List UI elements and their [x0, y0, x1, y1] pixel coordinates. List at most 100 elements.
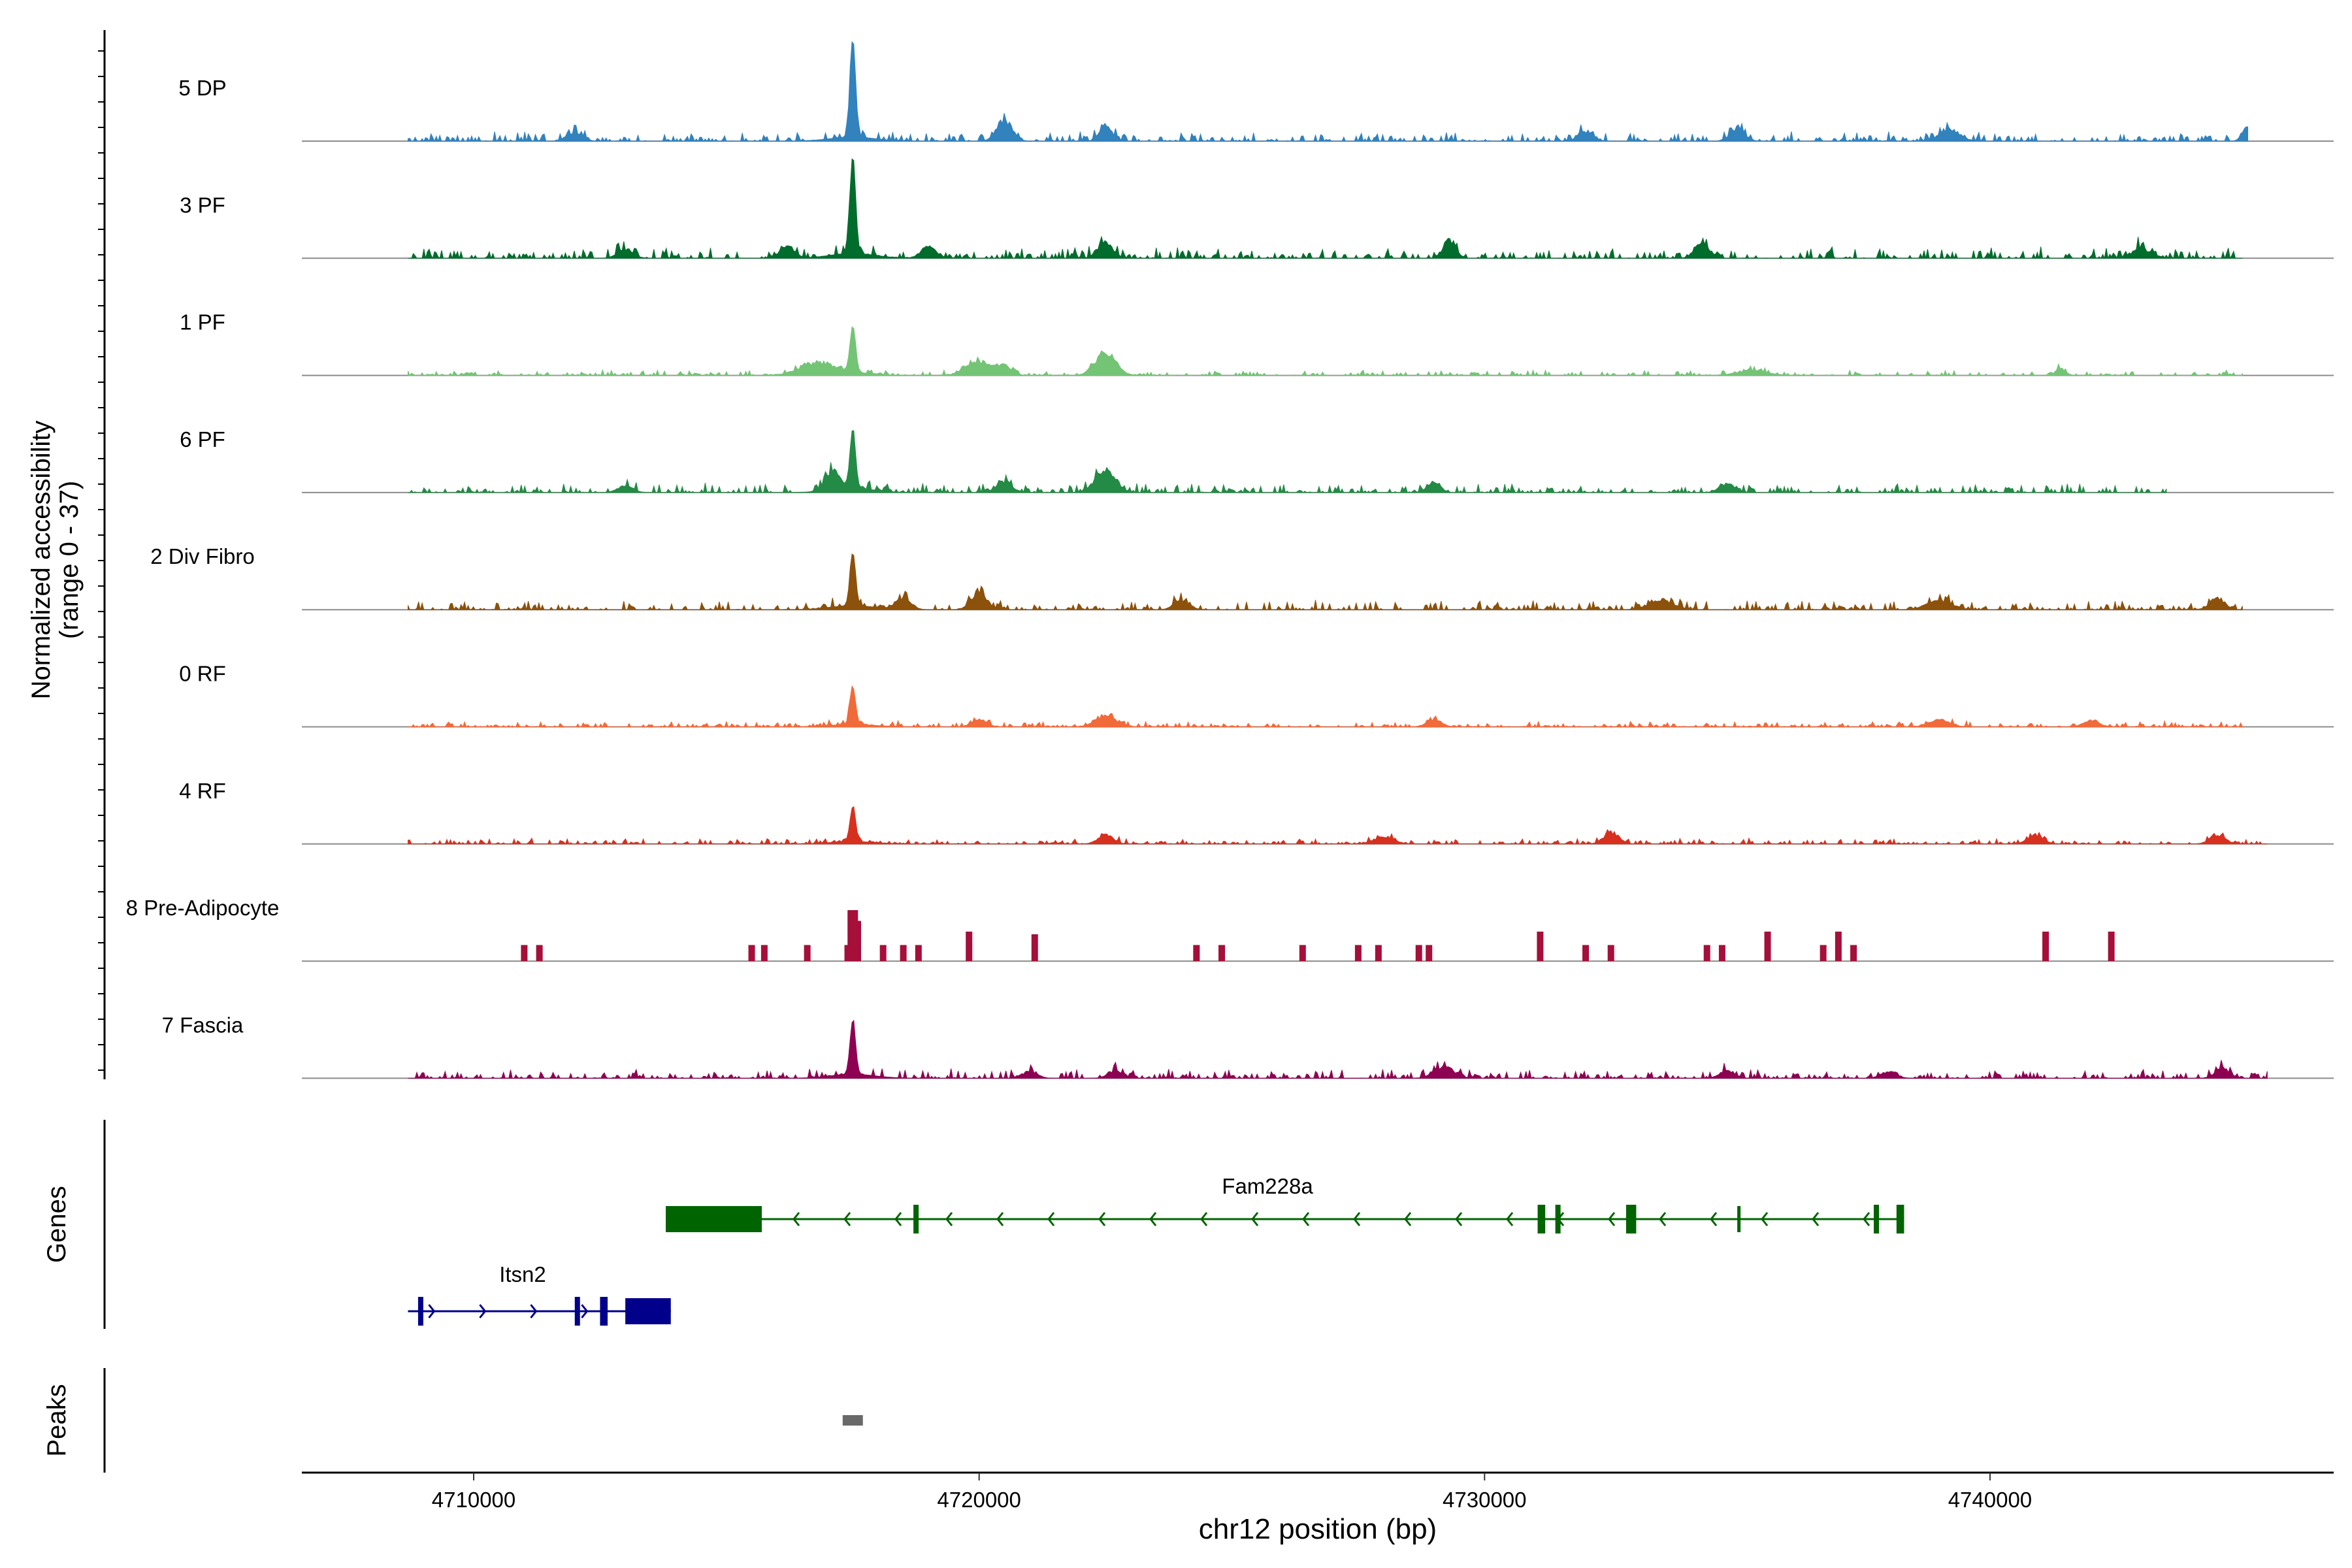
signal-block — [1607, 945, 1614, 962]
exon — [1873, 1205, 1879, 1233]
strand-arrow — [1353, 1212, 1361, 1226]
track-3 — [302, 326, 2334, 376]
signal-block — [748, 945, 755, 962]
strand-arrow — [1251, 1212, 1259, 1226]
strand-arrow — [792, 1212, 800, 1226]
genes-label: Genes — [42, 1186, 71, 1263]
signal-block — [1426, 945, 1433, 962]
strand-arrow — [1659, 1212, 1667, 1226]
strand-arrow — [1863, 1212, 1870, 1226]
exon — [625, 1298, 671, 1324]
signal-block — [521, 945, 528, 962]
signal-block — [900, 945, 907, 962]
exon — [1737, 1206, 1741, 1232]
strand-arrow — [996, 1212, 1004, 1226]
track-2 — [302, 158, 2334, 260]
strand-arrow — [1047, 1212, 1055, 1226]
signal-block — [1354, 945, 1362, 962]
signal-block — [1835, 931, 1842, 962]
strand-arrow — [894, 1212, 902, 1226]
signal-block — [2108, 931, 2115, 962]
track-7 — [302, 806, 2334, 845]
exon — [574, 1297, 580, 1326]
strand-arrow — [1200, 1212, 1208, 1226]
signal-area — [408, 326, 2243, 376]
x-tick-label: 4710000 — [432, 1488, 515, 1512]
coverage-tracks — [302, 41, 2334, 1080]
signal-block — [1031, 934, 1038, 962]
y-axis-range-label: (range 0 - 37) — [55, 481, 84, 639]
exon — [666, 1206, 762, 1232]
signal-area — [408, 553, 2243, 612]
signal-area — [408, 685, 2244, 728]
coverage-y-ticks — [98, 50, 105, 1071]
gene-name: Fam228a — [1222, 1174, 1313, 1198]
track-8 — [302, 910, 2334, 962]
strand-arrow — [1608, 1212, 1616, 1226]
signal-block — [536, 945, 543, 962]
track-label: 7 Fascia — [162, 1013, 244, 1037]
track-6 — [302, 685, 2334, 728]
x-tick-label: 4730000 — [1443, 1488, 1526, 1512]
exon — [1555, 1205, 1561, 1233]
strand-arrow — [1761, 1212, 1769, 1226]
signal-area — [408, 1019, 2268, 1080]
strand-arrow — [1404, 1212, 1412, 1226]
signal-area — [408, 158, 2243, 260]
exon — [417, 1297, 423, 1326]
signal-block — [915, 945, 922, 962]
signal-area — [408, 806, 2268, 845]
gene-annotations: Fam228a Itsn2 — [408, 1174, 1904, 1326]
gene-itsn2: Itsn2 — [408, 1262, 671, 1326]
exon — [1537, 1205, 1546, 1233]
track-label: 6 PF — [180, 427, 225, 451]
track-9 — [302, 1019, 2334, 1080]
strand-arrow — [428, 1304, 436, 1318]
strand-arrow — [1506, 1212, 1514, 1226]
signal-block — [1850, 945, 1857, 962]
signal-block — [1718, 945, 1725, 962]
strand-arrow — [1098, 1212, 1106, 1226]
signal-block — [1537, 931, 1544, 962]
signal-block — [879, 945, 887, 962]
signal-block — [1375, 945, 1382, 962]
strand-arrow — [581, 1304, 589, 1318]
signal-block — [1703, 945, 1710, 962]
signal-block — [1820, 945, 1827, 962]
strand-arrow — [1455, 1212, 1463, 1226]
signal-block — [1218, 945, 1226, 962]
signal-block — [1193, 945, 1200, 962]
strand-arrow — [1710, 1212, 1718, 1226]
exon — [913, 1205, 919, 1233]
track-labels: 5 DP 3 PF 1 PF 6 PF 2 Div Fibro 0 RF 4 RF 8 Pre… — [126, 76, 280, 1037]
strand-arrow — [1302, 1212, 1310, 1226]
strand-arrow — [530, 1304, 538, 1318]
track-label: 2 Div Fibro — [150, 544, 255, 568]
exon — [1625, 1205, 1637, 1233]
strand-arrow — [1812, 1212, 1820, 1226]
x-tick-label: 4740000 — [1948, 1488, 2032, 1512]
exon — [1896, 1205, 1904, 1233]
gene-fam228a: Fam228a — [666, 1174, 1904, 1233]
strand-arrow — [479, 1304, 487, 1318]
signal-area — [408, 41, 2248, 142]
signal-block — [760, 945, 768, 962]
track-label: 0 RF — [179, 662, 226, 686]
strand-arrow — [843, 1212, 851, 1226]
track-5 — [302, 553, 2334, 612]
exon — [600, 1297, 608, 1326]
signal-block — [1582, 945, 1590, 962]
signal-block — [966, 931, 973, 962]
peak-region — [842, 1415, 863, 1426]
signal-block — [2042, 931, 2050, 962]
strand-arrow — [1149, 1212, 1157, 1226]
signal-area — [408, 430, 2167, 494]
track-label: 5 DP — [178, 76, 226, 100]
peaks-label: Peaks — [42, 1384, 71, 1456]
signal-peak — [847, 910, 858, 962]
signal-block — [804, 945, 811, 962]
x-tick-label: 4720000 — [937, 1488, 1021, 1512]
track-label: 8 Pre-Adipocyte — [126, 896, 280, 920]
signal-block — [1764, 931, 1771, 962]
